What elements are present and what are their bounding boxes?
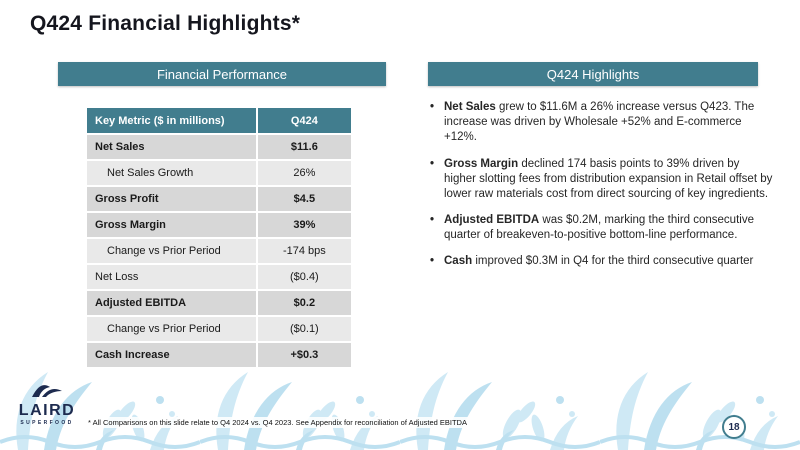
bullet-marker: •	[430, 214, 435, 227]
financial-performance-header: Financial Performance	[58, 62, 386, 86]
logo-sub-text: SUPERFOOD	[20, 419, 74, 426]
value-cell: $0.2	[255, 289, 354, 317]
table-row: Gross Profit $4.5	[85, 185, 354, 213]
bullet-text: Gross Margin declined 174 basis points t…	[444, 157, 773, 200]
bullet-marker: •	[430, 255, 435, 268]
metric-cell: Adjusted EBITDA	[85, 289, 258, 317]
metric-cell: Net Loss	[85, 263, 258, 291]
page-number-badge: 18	[722, 415, 746, 439]
page-title: Q424 Financial Highlights*	[30, 12, 301, 35]
bullet-marker: •	[430, 101, 435, 113]
table-row: Change vs Prior Period ($0.1)	[85, 315, 354, 343]
bullet-lead: Gross Margin	[444, 157, 519, 170]
bullet-lead: Adjusted EBITDA	[444, 214, 540, 227]
bullet-text: Cash improved $0.3M in Q4 for the third …	[444, 255, 754, 268]
highlight-bullet: • Cash improved $0.3M in Q4 for the third…	[430, 254, 774, 269]
table-row: Cash Increase +$0.3	[85, 341, 354, 369]
table-row: Change vs Prior Period -174 bps	[85, 237, 354, 265]
table-row: Net Sales $11.6	[85, 133, 354, 161]
footnote: * All Comparisons on this slide relate t…	[85, 417, 470, 428]
highlight-bullet: • Adjusted EBITDA was $0.2M, marking the …	[430, 213, 774, 243]
metric-cell: Cash Increase	[85, 341, 258, 369]
laird-superfood-logo: LAIRD SUPERFOOD	[14, 382, 80, 426]
value-cell: ($0.4)	[255, 263, 354, 291]
bullet-lead: Cash	[444, 255, 473, 268]
table-row: Adjusted EBITDA $0.2	[85, 289, 354, 317]
botanical-wave-pattern	[0, 354, 800, 450]
value-cell: +$0.3	[255, 341, 354, 369]
metric-cell: Net Sales	[85, 133, 258, 161]
table-header-row: Key Metric ($ in millions) Q424	[85, 106, 354, 135]
table-col-key-metric: Key Metric ($ in millions)	[85, 106, 258, 135]
value-cell: 39%	[255, 211, 354, 239]
bullet-text: Adjusted EBITDA was $0.2M, marking the t…	[444, 214, 754, 242]
metric-cell: Gross Margin	[85, 211, 258, 239]
table-row: Net Sales Growth 26%	[85, 159, 354, 187]
bullet-lead: Net Sales	[444, 101, 496, 113]
logo-brand-text: LAIRD	[18, 402, 76, 419]
q424-highlights-header: Q424 Highlights	[428, 62, 758, 86]
table-col-q424: Q424	[255, 106, 354, 135]
highlight-bullet: • Net Sales grew to $11.6M a 26% increase…	[430, 100, 774, 146]
financial-performance-table: Key Metric ($ in millions) Q424 Net Sale…	[85, 106, 354, 369]
metric-cell: Gross Profit	[85, 185, 258, 213]
metric-cell: Change vs Prior Period	[85, 237, 258, 265]
metric-cell: Change vs Prior Period	[85, 315, 258, 343]
metric-cell: Net Sales Growth	[85, 159, 258, 187]
highlights-bullet-list: • Net Sales grew to $11.6M a 26% increase…	[430, 100, 774, 281]
value-cell: 26%	[255, 159, 354, 187]
value-cell: -174 bps	[255, 237, 354, 265]
bullet-marker: •	[430, 157, 435, 170]
highlight-bullet: • Gross Margin declined 174 basis points …	[430, 157, 774, 203]
value-cell: $4.5	[255, 185, 354, 213]
page-number: 18	[728, 421, 740, 433]
value-cell: ($0.1)	[255, 315, 354, 343]
value-cell: $11.6	[255, 133, 354, 161]
wave-icon	[32, 385, 62, 397]
bullet-text: Net Sales grew to $11.6M a 26% increase …	[444, 101, 755, 144]
table-row: Gross Margin 39%	[85, 211, 354, 239]
table-row: Net Loss ($0.4)	[85, 263, 354, 291]
